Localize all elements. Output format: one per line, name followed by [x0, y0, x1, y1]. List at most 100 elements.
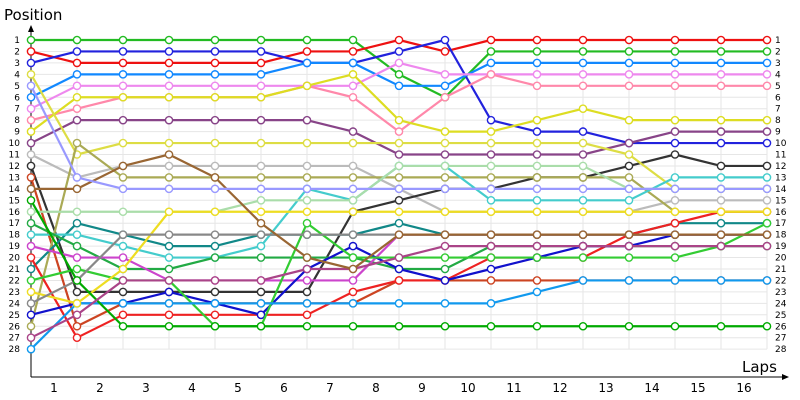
data-point [762, 127, 772, 136]
position-tick-right: 7 [775, 105, 781, 115]
data-point [670, 173, 680, 182]
position-tick-right: 23 [775, 288, 786, 298]
y-axis-arrow [28, 25, 34, 32]
data-point [256, 92, 266, 102]
data-point [210, 173, 220, 182]
data-point [26, 115, 36, 125]
lap-tick-label: 7 [326, 381, 334, 395]
data-point [210, 58, 220, 68]
data-point [118, 35, 128, 45]
data-point [394, 35, 404, 45]
data-point [302, 218, 312, 228]
position-tick-left: 3 [14, 59, 20, 69]
data-point [716, 35, 726, 45]
position-tick-right: 13 [775, 173, 786, 183]
data-point [762, 276, 772, 285]
series-lines [26, 35, 772, 354]
data-point [762, 47, 772, 56]
data-point [394, 161, 404, 171]
data-point [72, 299, 82, 308]
x-axis-arrow [782, 374, 789, 380]
data-point [394, 276, 404, 285]
data-point [118, 161, 128, 171]
data-point [762, 115, 772, 125]
position-tick-left: 9 [14, 128, 20, 138]
data-point [578, 47, 588, 56]
data-point [256, 35, 266, 45]
data-point [670, 81, 680, 91]
data-point [670, 58, 680, 68]
lap-tick-label: 3 [142, 381, 150, 395]
position-tick-right: 3 [775, 59, 781, 69]
data-point [164, 161, 174, 171]
data-point [486, 70, 496, 79]
data-point [118, 47, 128, 56]
data-point [624, 184, 634, 194]
data-point [762, 35, 772, 45]
position-tick-right: 14 [775, 185, 787, 195]
data-point [118, 70, 128, 79]
data-point [256, 173, 266, 182]
data-point [26, 138, 36, 148]
data-point [302, 47, 312, 56]
data-point [532, 241, 542, 251]
data-point [302, 321, 312, 331]
data-point [256, 184, 266, 194]
data-point [348, 241, 358, 251]
data-point [256, 207, 266, 217]
data-point [256, 276, 266, 285]
data-point [486, 173, 496, 182]
position-tick-right: 18 [775, 231, 787, 241]
data-point [394, 70, 404, 79]
data-point [670, 70, 680, 79]
data-point [716, 115, 726, 125]
data-point [210, 253, 220, 262]
data-point [762, 230, 772, 239]
data-point [670, 47, 680, 56]
data-point [578, 150, 588, 159]
data-point [256, 241, 266, 251]
data-point [118, 253, 128, 262]
data-point [440, 150, 450, 159]
data-point [624, 138, 634, 148]
lap-tick-label: 16 [736, 381, 751, 395]
data-point [486, 230, 496, 239]
data-point [716, 70, 726, 79]
position-tick-right: 11 [775, 151, 786, 161]
data-point [72, 70, 82, 79]
data-point [624, 115, 634, 125]
data-point [762, 81, 772, 91]
data-point [486, 47, 496, 56]
data-point [624, 161, 634, 171]
data-point [532, 70, 542, 79]
data-point [118, 321, 128, 331]
data-point [762, 173, 772, 182]
position-tick-left: 11 [9, 151, 20, 161]
data-point [210, 287, 220, 297]
position-tick-right: 27 [775, 334, 786, 344]
lap-tick-label: 4 [188, 381, 196, 395]
data-point [118, 207, 128, 217]
lap-tick-label: 14 [644, 381, 659, 395]
data-point [118, 173, 128, 182]
position-tick-left: 10 [9, 139, 21, 149]
data-point [118, 264, 128, 274]
data-point [26, 321, 36, 331]
data-point [486, 264, 496, 274]
data-point [394, 58, 404, 68]
data-point [716, 173, 726, 182]
data-point [486, 253, 496, 262]
data-point [624, 207, 634, 217]
data-point [210, 241, 220, 251]
data-point [210, 115, 220, 125]
data-point [578, 104, 588, 113]
data-point [394, 47, 404, 56]
data-point [716, 230, 726, 239]
position-tick-right: 5 [775, 82, 781, 92]
data-point [440, 161, 450, 171]
data-point [670, 207, 680, 217]
data-point [26, 287, 36, 297]
data-point [210, 47, 220, 56]
position-tick-left: 12 [9, 162, 20, 172]
data-point [670, 127, 680, 136]
